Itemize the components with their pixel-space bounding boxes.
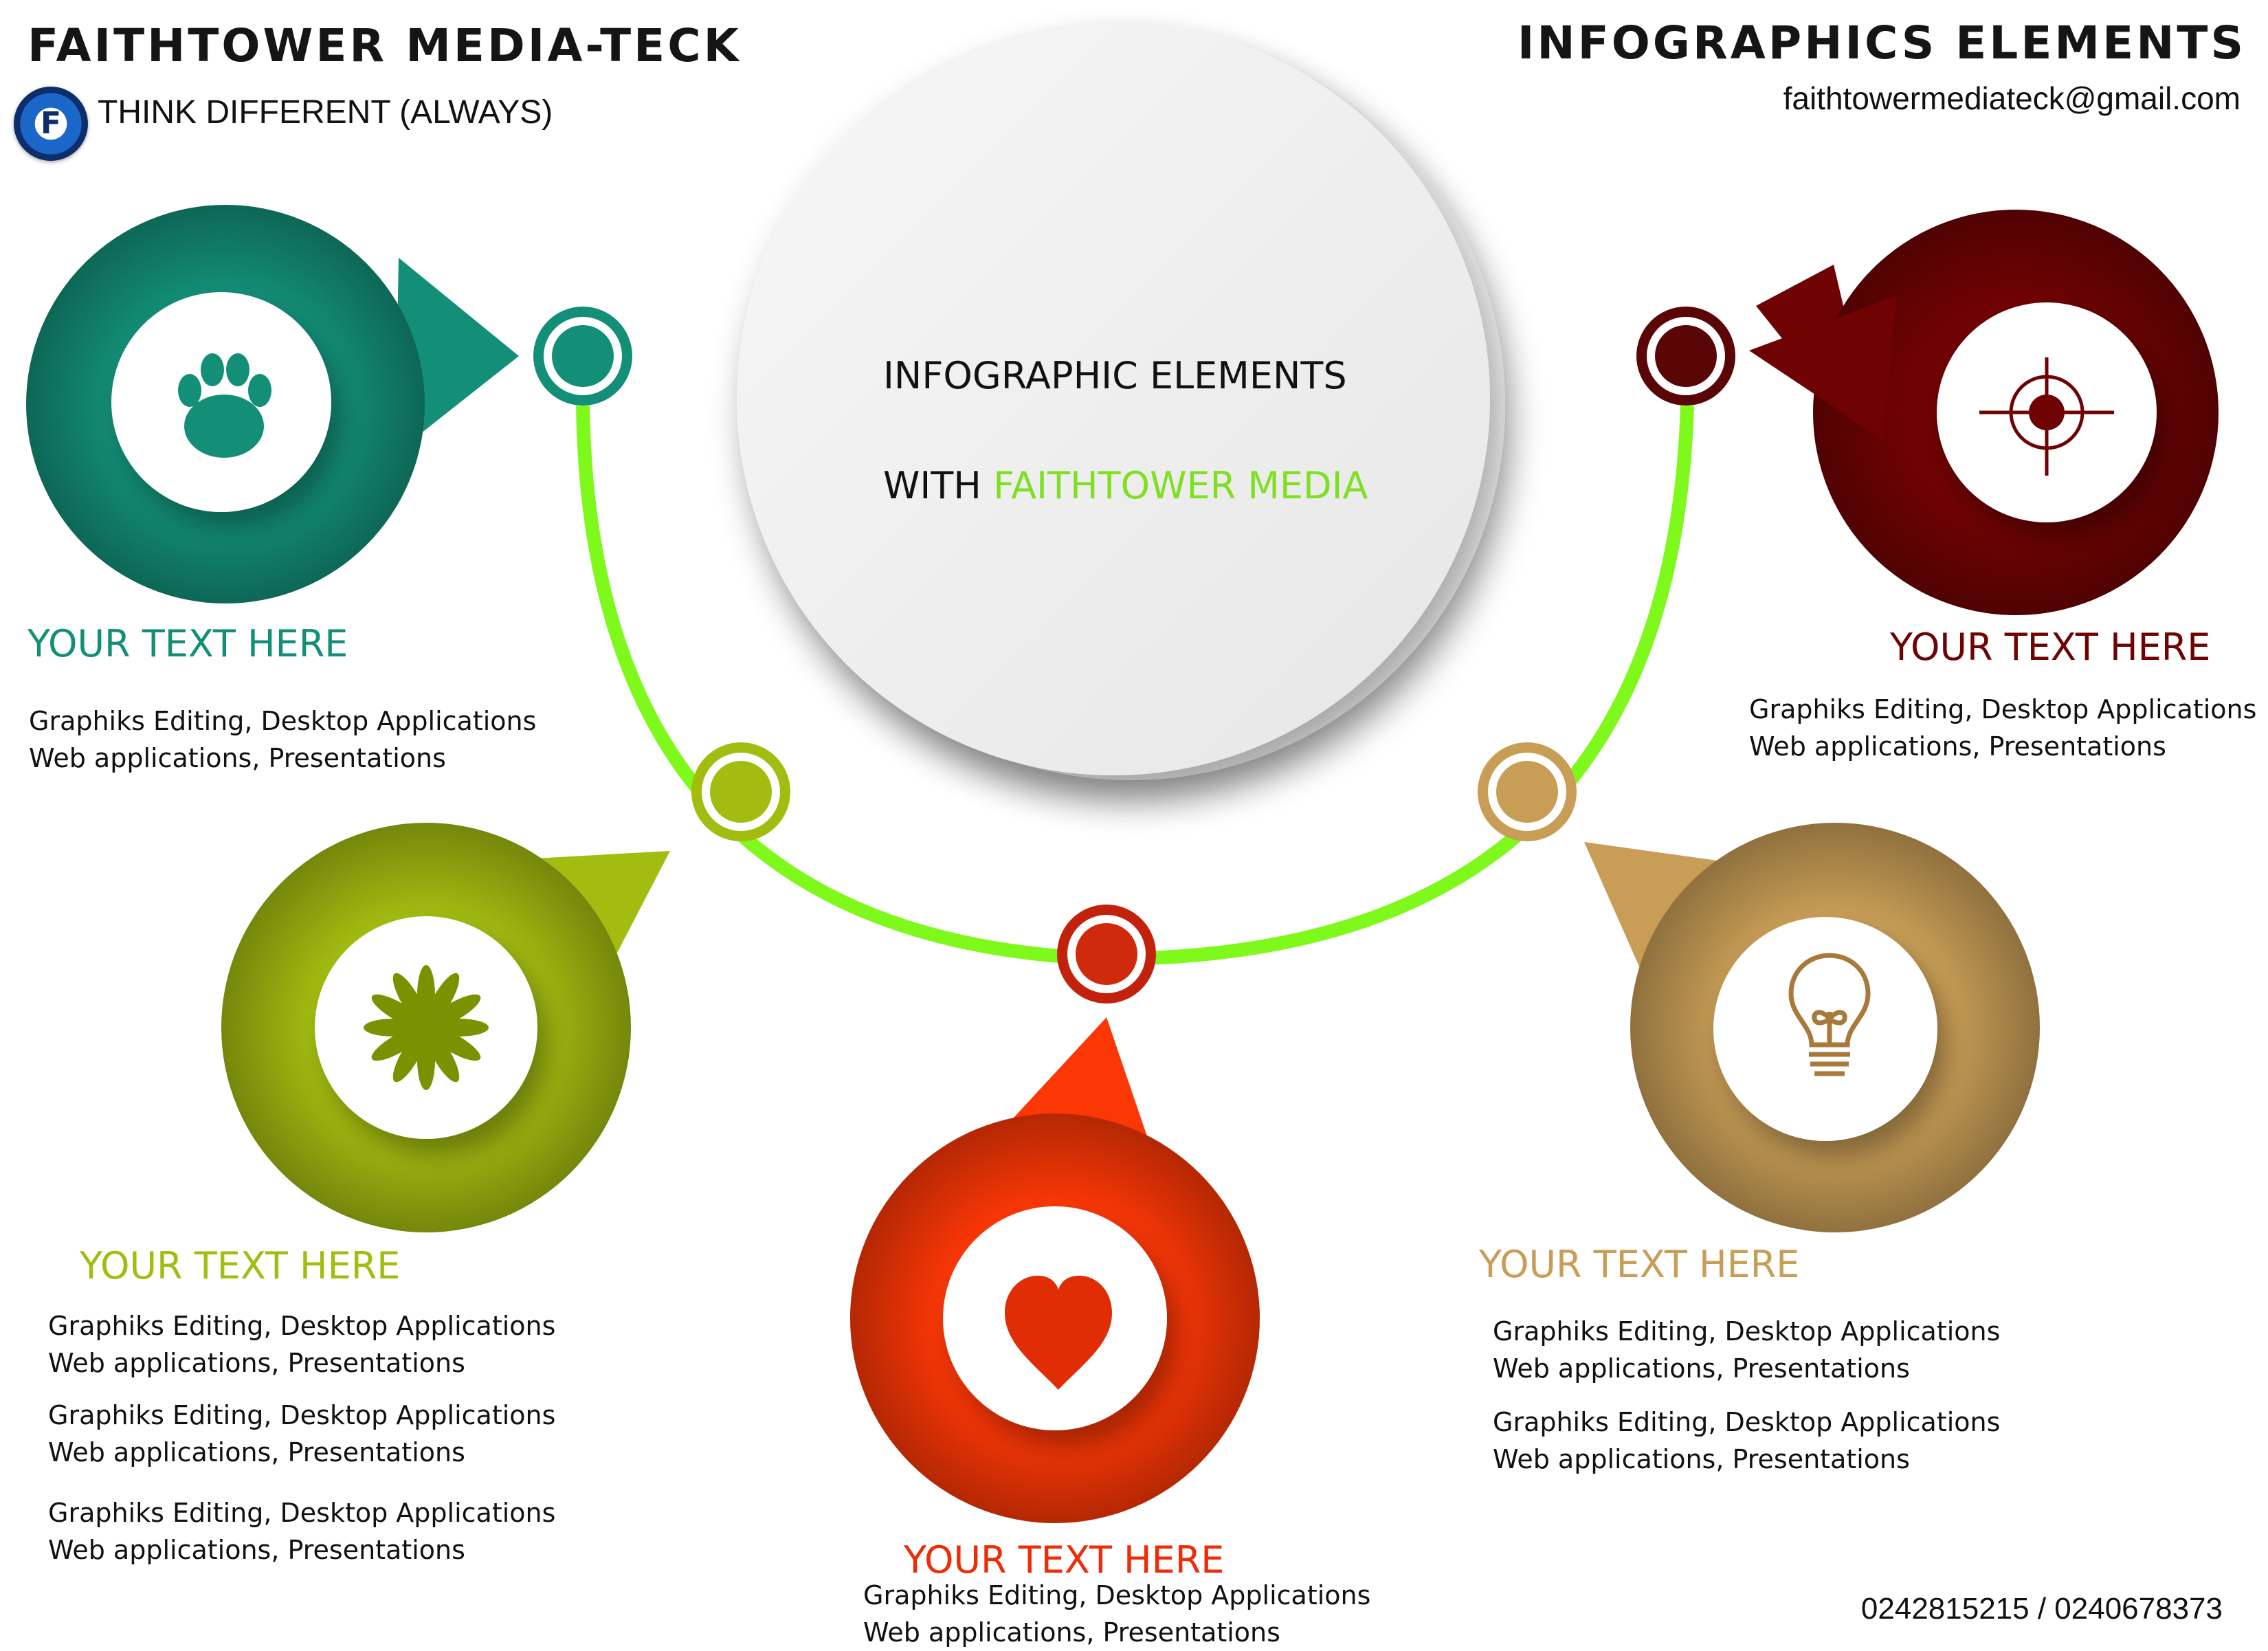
- text-line: Graphiks Editing, Desktop Applications: [48, 1311, 556, 1341]
- text-line: Web applications, Presentations: [48, 1437, 465, 1467]
- text-line: Web applications, Presentations: [48, 1535, 465, 1565]
- node-teal: [533, 307, 632, 406]
- text-line: Web applications, Presentations: [29, 743, 446, 773]
- center-subtitle-prefix: WITH: [883, 464, 994, 507]
- brand-title: FAITHTOWER MEDIA-TECK: [27, 19, 742, 72]
- text-line: Graphiks Editing, Desktop Applications: [863, 1580, 1371, 1610]
- text-line: Graphiks Editing, Desktop Applications: [1493, 1407, 2001, 1437]
- logo-letter: F: [40, 106, 62, 141]
- contact-phone: 0242815215 / 0240678373: [1860, 1592, 2223, 1626]
- bubble-tan: [1584, 823, 2040, 1232]
- text-line: Graphiks Editing, Desktop Applications: [48, 1498, 556, 1528]
- bubble-red: [850, 1017, 1260, 1523]
- text-block-maroon: Graphiks Editing, Desktop Applications W…: [1749, 691, 2256, 765]
- text-line: Graphiks Editing, Desktop Applications: [1493, 1316, 2001, 1347]
- paw-icon: [178, 353, 271, 458]
- text-block-teal: Graphiks Editing, Desktop Applications W…: [29, 702, 536, 777]
- text-line: Web applications, Presentations: [1493, 1353, 1910, 1384]
- tagline: THINK DIFFERENT (ALWAYS): [98, 94, 553, 131]
- node-olive: [691, 742, 790, 841]
- text-line: Graphiks Editing, Desktop Applications: [48, 1400, 556, 1430]
- logo: [14, 87, 88, 161]
- node-red: [1057, 905, 1156, 1004]
- text-line: Web applications, Presentations: [1749, 731, 2166, 762]
- node-maroon: [1636, 307, 1735, 406]
- flower-icon: [364, 965, 489, 1090]
- text-line: Web applications, Presentations: [1493, 1444, 1910, 1474]
- bubble-teal: [26, 205, 519, 603]
- text-line: Graphiks Editing, Desktop Applications: [29, 706, 537, 736]
- heart-icon: [1005, 1276, 1112, 1390]
- center-subtitle: WITH FAITHTOWER MEDIA: [883, 464, 1368, 507]
- node-tan: [1478, 742, 1577, 841]
- center-title: INFOGRAPHIC ELEMENTS: [883, 354, 1347, 397]
- crosshair-icon: [1979, 357, 2114, 476]
- heading-maroon: YOUR TEXT HERE: [1890, 625, 2211, 669]
- text-line: Web applications, Presentations: [48, 1348, 465, 1378]
- text-block-tan: Graphiks Editing, Desktop Applications W…: [1493, 1313, 2000, 1478]
- heading-red: YOUR TEXT HERE: [904, 1538, 1225, 1582]
- text-line: Web applications, Presentations: [863, 1617, 1280, 1648]
- text-block-red: Graphiks Editing, Desktop Applications W…: [863, 1577, 1370, 1651]
- document-title: INFOGRAPHICS ELEMENTS: [1517, 16, 2246, 69]
- heading-olive: YOUR TEXT HERE: [80, 1244, 401, 1287]
- text-line: Graphiks Editing, Desktop Applications: [1749, 694, 2257, 724]
- heading-tan: YOUR TEXT HERE: [1479, 1243, 1800, 1286]
- center-circle: [737, 22, 1505, 780]
- heading-teal: YOUR TEXT HERE: [27, 622, 348, 665]
- text-block-olive: Graphiks Editing, Desktop Applications W…: [48, 1307, 555, 1569]
- pointer-maroon: [1749, 296, 1897, 440]
- lightbulb-icon: [1788, 953, 1871, 1076]
- center-subtitle-accent: FAITHTOWER MEDIA: [993, 464, 1368, 507]
- contact-email: faithtowermediateck@gmail.com: [1783, 80, 2241, 116]
